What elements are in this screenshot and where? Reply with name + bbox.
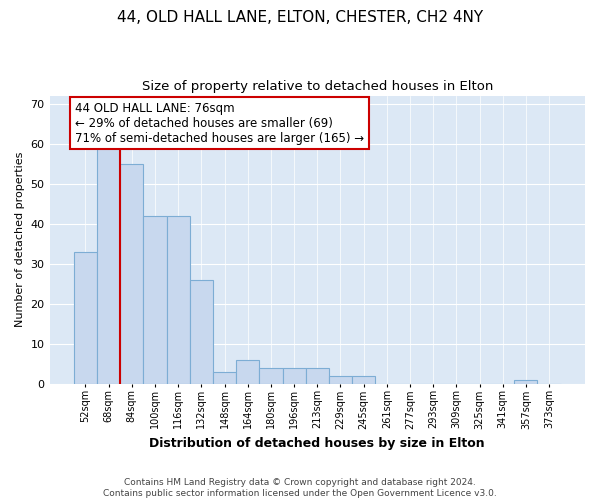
Bar (514, 380, 538, 384)
Text: 44 OLD HALL LANE: 76sqm
← 29% of detached houses are smaller (69)
71% of semi-de: 44 OLD HALL LANE: 76sqm ← 29% of detache… (75, 102, 364, 144)
Bar (190, 280, 213, 384)
Bar (305, 368, 329, 384)
Text: 44, OLD HALL LANE, ELTON, CHESTER, CH2 4NY: 44, OLD HALL LANE, ELTON, CHESTER, CH2 4… (117, 10, 483, 25)
Title: Size of property relative to detached houses in Elton: Size of property relative to detached ho… (142, 80, 493, 93)
Bar (120, 164, 143, 384)
Bar (97, 148, 120, 384)
Bar (143, 216, 167, 384)
Bar (74, 252, 97, 384)
Bar (213, 372, 236, 384)
Y-axis label: Number of detached properties: Number of detached properties (15, 152, 25, 328)
Bar (236, 360, 259, 384)
Bar (352, 376, 375, 384)
Bar (259, 368, 283, 384)
Bar (329, 376, 352, 384)
X-axis label: Distribution of detached houses by size in Elton: Distribution of detached houses by size … (149, 437, 485, 450)
Bar (167, 216, 190, 384)
Text: Contains HM Land Registry data © Crown copyright and database right 2024.
Contai: Contains HM Land Registry data © Crown c… (103, 478, 497, 498)
Bar (283, 368, 305, 384)
